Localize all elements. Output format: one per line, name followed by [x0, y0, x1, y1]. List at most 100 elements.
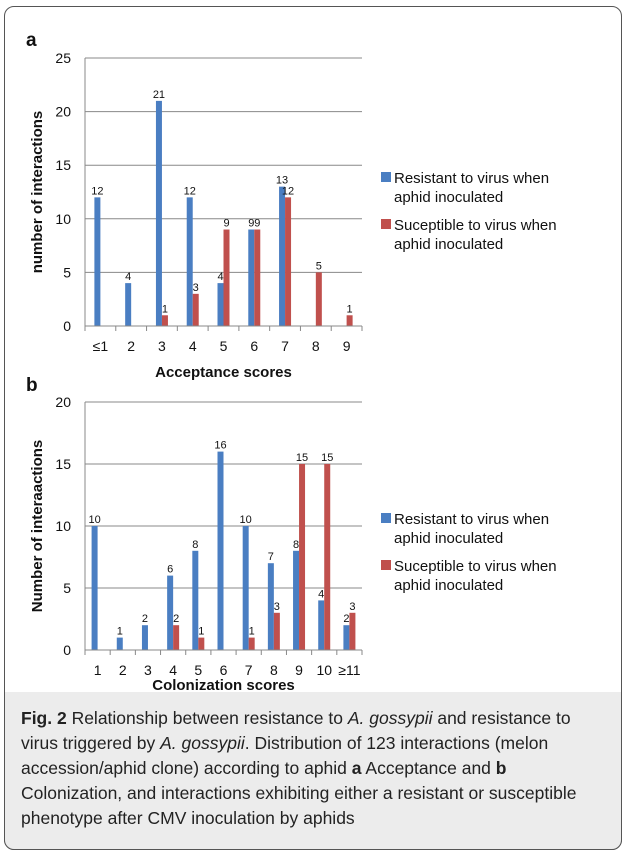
panel-a-data-label: 1: [347, 303, 353, 315]
panel-b-data-label: 1: [117, 626, 123, 638]
panel-b-bar-resistant: [242, 526, 249, 650]
panel-b-data-label: 6: [167, 564, 173, 576]
panel-b-y-tick-label: 5: [63, 580, 71, 596]
panel-b-x-tick-label: 4: [169, 662, 177, 678]
panel-a-bar-resistant: [279, 186, 286, 326]
panel-b-bar-resistant: [192, 550, 199, 650]
panel-b-y-tick-label: 0: [63, 642, 71, 658]
figure-caption: Fig. 2 Relationship between resistance t…: [4, 692, 622, 850]
panel-b-legend-label-resistant: Resistant to virus when aphid inoculated: [394, 511, 549, 547]
panel-a-data-label: 5: [316, 260, 322, 272]
panel-a-bar-susceptible: [254, 229, 261, 326]
panel-a-y-tick-label: 20: [55, 104, 71, 120]
panel-b-x-tick-label: 8: [270, 662, 278, 678]
panel-b-x-tick-label: 10: [316, 662, 332, 678]
caption-text-3: . Distribution of 123 interactions (melo…: [21, 733, 549, 778]
panel-b-data-label: 15: [296, 452, 308, 464]
panel-b-data-label: 3: [349, 601, 355, 613]
panel-a-y-tick-label: 5: [63, 264, 71, 280]
panel-b-bar-resistant: [217, 451, 224, 650]
panel-b-data-label: 1: [198, 626, 204, 638]
panel-a-x-tick-label: 8: [312, 338, 320, 354]
panel-b-x-tick-label: 7: [245, 662, 253, 678]
panel-b-data-label: 8: [293, 539, 299, 551]
panel-a-data-label: 1: [162, 303, 168, 315]
panel-b-bar-susceptible: [324, 464, 331, 650]
panel-a-x-tick-label: 3: [158, 338, 166, 354]
panel-b-bar-resistant: [293, 550, 300, 650]
panel-a-bar-susceptible: [161, 315, 168, 326]
panel-a-y-tick-label: 10: [55, 211, 71, 227]
panel-b-x-axis-title: Colonization scores: [152, 677, 295, 692]
panel-a-data-label: 4: [125, 271, 131, 283]
panel-b-legend-swatch-resistant: [381, 513, 391, 523]
panel-b-x-tick-label: 1: [94, 662, 102, 678]
panel-a-y-tick-label: 15: [55, 157, 71, 173]
panel-a-x-tick-label: 6: [250, 338, 258, 354]
panel-a-legend-label-resistant: Resistant to virus when aphid inoculated: [394, 170, 549, 206]
panel-a-bar-resistant: [186, 197, 193, 326]
panel-b-x-tick-label: 3: [144, 662, 152, 678]
panel-b-data-label: 16: [214, 440, 226, 452]
panel-a-legend-swatch-resistant: [381, 172, 391, 182]
panel-b-data-label: 4: [318, 588, 324, 600]
panel-a-letter: a: [26, 30, 37, 51]
panel-b-x-tick-label: 2: [119, 662, 127, 678]
panel-a-bar-susceptible: [346, 315, 353, 326]
panel-a-x-tick-label: 7: [281, 338, 289, 354]
panel-a-x-tick-label: 5: [220, 338, 228, 354]
panel-b-data-label: 1: [249, 626, 255, 638]
panel-b-bar-resistant: [167, 575, 174, 650]
panel-b-legend-label-susceptible: Suceptible to virus when aphid inoculated: [394, 558, 557, 594]
panel-b-y-tick-label: 20: [55, 394, 71, 410]
panel-b-letter: b: [26, 375, 38, 396]
panel-b-legend-swatch-susceptible: [381, 560, 391, 570]
panel-a-data-label: 12: [282, 185, 294, 197]
panel-b-data-label: 10: [240, 514, 252, 526]
panel-a-bar-susceptible: [285, 197, 292, 326]
panel-b-data-label: 8: [192, 539, 198, 551]
panel-a-legend-swatch-susceptible: [381, 219, 391, 229]
panel-b-bar-resistant: [318, 600, 325, 650]
caption-text-2: and resistance to virus triggered by: [21, 708, 571, 753]
caption-text-1: Relationship between resistance to: [66, 708, 348, 728]
panel-b-data-label: 2: [173, 613, 179, 625]
panel-b-data-label: 15: [321, 452, 333, 464]
panel-a-bar-susceptible: [223, 229, 230, 326]
panel-b-bar-susceptible: [273, 612, 280, 650]
panel-b-bar-resistant: [141, 625, 148, 650]
panel-b-y-axis-title: Number of interaactions: [29, 440, 46, 613]
panel-b-bar-susceptible: [198, 637, 205, 650]
panel-a-data-label: 3: [193, 282, 199, 294]
panel-a-x-axis-title: Acceptance scores: [155, 364, 292, 381]
panel-a-bar-resistant: [248, 229, 255, 326]
caption-text-4: Acceptance and: [361, 758, 496, 778]
panel-b-data-label: 3: [274, 601, 280, 613]
panel-b-y-tick-label: 10: [55, 518, 71, 534]
panel-a-data-label: 9: [223, 218, 229, 230]
panel-b-bar-susceptible: [173, 625, 180, 650]
panel-b-bar-resistant: [91, 526, 98, 650]
panel-a-bar-resistant: [155, 100, 162, 326]
panel-b-bar-susceptible: [299, 464, 306, 650]
panel-a-data-label: 4: [217, 271, 223, 283]
panel-b-bar-susceptible: [349, 612, 356, 650]
panel-a-bar-resistant: [94, 197, 101, 326]
panel-b-data-label: 2: [343, 613, 349, 625]
panel-a-y-tick-label: 0: [63, 318, 71, 334]
panel-a-y-axis-title: number of interactions: [29, 111, 46, 274]
panel-a-bar-resistant: [217, 283, 224, 326]
panel-a-x-tick-label: 4: [189, 338, 197, 354]
panel-a-data-label: 12: [184, 185, 196, 197]
panel-a-x-tick-label: 9: [343, 338, 351, 354]
panel-a-x-tick-label: ≤1: [93, 338, 109, 354]
panel-a-data-label: 9: [254, 218, 260, 230]
panel-a-data-label: 13: [276, 175, 288, 187]
panel-a-data-label: 12: [91, 185, 103, 197]
caption-species-1: A. gossypii: [347, 708, 433, 728]
panel-b-data-label: 10: [88, 514, 100, 526]
panel-a-y-tick-label: 25: [55, 50, 71, 66]
panel-b-y-tick-label: 15: [55, 456, 71, 472]
panel-b-bar-resistant: [343, 625, 350, 650]
caption-text-5: Colonization, and interactions exhibitin…: [21, 783, 577, 828]
